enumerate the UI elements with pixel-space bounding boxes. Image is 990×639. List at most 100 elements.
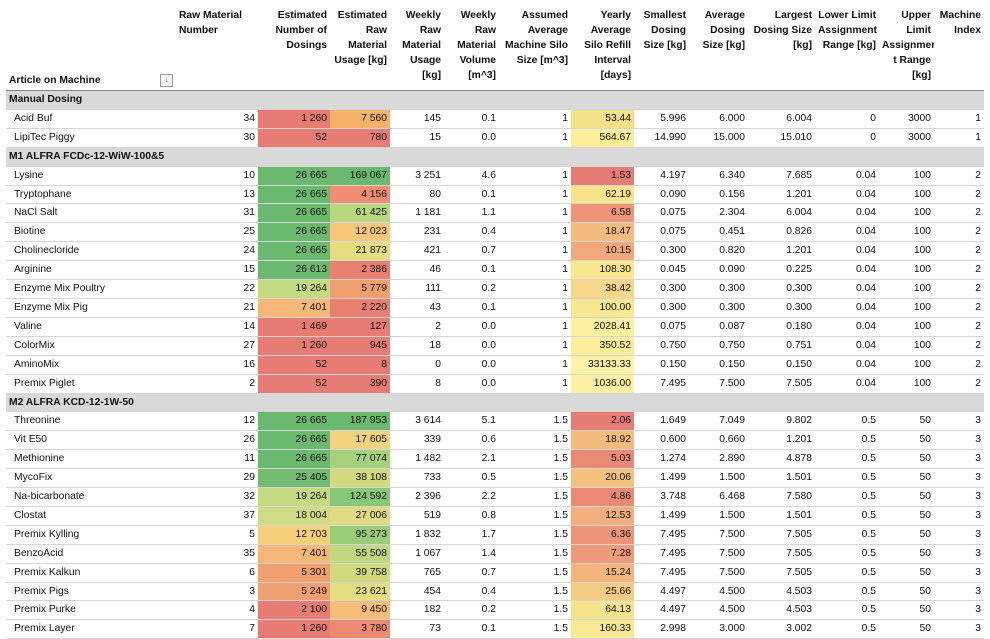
- estimated-dosings-cell[interactable]: 12 703: [258, 525, 330, 545]
- estimated-dosings-cell[interactable]: 26 665: [258, 241, 330, 262]
- refill-interval-cell[interactable]: 160.33: [571, 619, 634, 639]
- estimated-dosings-cell[interactable]: 7 401: [258, 298, 330, 318]
- refill-interval-cell[interactable]: 6.36: [571, 525, 634, 545]
- weekly-volume-cell[interactable]: 1.7: [444, 525, 499, 545]
- refill-interval-cell[interactable]: 15.24: [571, 563, 634, 583]
- average-dosing-cell[interactable]: 7.500: [689, 563, 748, 583]
- largest-dosing-cell[interactable]: 7.505: [748, 544, 815, 564]
- estimated-dosings-cell[interactable]: 26 665: [258, 203, 330, 224]
- silo-size-cell[interactable]: 1.5: [499, 487, 571, 507]
- average-dosing-cell[interactable]: 7.049: [689, 411, 748, 432]
- lower-limit-cell[interactable]: 0.5: [815, 468, 879, 489]
- weekly-usage-cell[interactable]: 1 067: [390, 544, 444, 564]
- estimated-dosings-cell[interactable]: 26 665: [258, 449, 330, 470]
- raw-material-number-cell[interactable]: 14: [176, 317, 258, 337]
- estimated-usage-cell[interactable]: 187 953: [330, 411, 390, 432]
- upper-limit-cell[interactable]: 50: [879, 449, 934, 470]
- silo-size-cell[interactable]: 1.5: [499, 600, 571, 621]
- smallest-dosing-cell[interactable]: 7.495: [634, 374, 689, 394]
- refill-interval-cell[interactable]: 6.58: [571, 203, 634, 224]
- estimated-usage-cell[interactable]: 9 450: [330, 600, 390, 621]
- estimated-dosings-cell[interactable]: 26 665: [258, 430, 330, 451]
- estimated-usage-cell[interactable]: 55 508: [330, 544, 390, 564]
- smallest-dosing-cell[interactable]: 0.090: [634, 185, 689, 205]
- machine-index-cell[interactable]: 2: [934, 317, 984, 337]
- refill-interval-cell[interactable]: 108.30: [571, 260, 634, 281]
- estimated-usage-cell[interactable]: 7 560: [330, 109, 390, 129]
- weekly-volume-cell[interactable]: 0.7: [444, 563, 499, 583]
- raw-material-number-cell[interactable]: 27: [176, 336, 258, 356]
- machine-index-cell[interactable]: 1: [934, 128, 984, 148]
- lower-limit-cell[interactable]: 0.5: [815, 525, 879, 545]
- estimated-usage-cell[interactable]: 23 621: [330, 582, 390, 602]
- estimated-usage-cell[interactable]: 5 779: [330, 279, 390, 299]
- largest-dosing-cell[interactable]: 4.503: [748, 582, 815, 602]
- machine-index-cell[interactable]: 2: [934, 355, 984, 375]
- smallest-dosing-cell[interactable]: 7.495: [634, 563, 689, 583]
- average-dosing-cell[interactable]: 0.750: [689, 336, 748, 356]
- weekly-volume-cell[interactable]: 0.4: [444, 222, 499, 243]
- estimated-dosings-cell[interactable]: 2 100: [258, 600, 330, 621]
- article-name-cell[interactable]: Premix Purke: [6, 600, 176, 621]
- upper-limit-cell[interactable]: 100: [879, 336, 934, 356]
- estimated-dosings-cell[interactable]: 52: [258, 128, 330, 148]
- average-dosing-cell[interactable]: 0.660: [689, 430, 748, 451]
- smallest-dosing-cell[interactable]: 1.274: [634, 449, 689, 470]
- machine-index-cell[interactable]: 3: [934, 600, 984, 621]
- estimated-usage-cell[interactable]: 8: [330, 355, 390, 375]
- average-dosing-cell[interactable]: 0.156: [689, 185, 748, 205]
- smallest-dosing-cell[interactable]: 7.495: [634, 525, 689, 545]
- weekly-usage-cell[interactable]: 519: [390, 506, 444, 526]
- article-name-cell[interactable]: Biotine: [6, 222, 176, 243]
- machine-index-cell[interactable]: 3: [934, 544, 984, 564]
- lower-limit-cell[interactable]: 0.5: [815, 544, 879, 564]
- upper-limit-cell[interactable]: 3000: [879, 109, 934, 129]
- weekly-usage-cell[interactable]: 46: [390, 260, 444, 281]
- weekly-usage-cell[interactable]: 182: [390, 600, 444, 621]
- raw-material-number-cell[interactable]: 30: [176, 128, 258, 148]
- estimated-usage-cell[interactable]: 945: [330, 336, 390, 356]
- average-dosing-cell[interactable]: 4.500: [689, 582, 748, 602]
- smallest-dosing-cell[interactable]: 4.497: [634, 582, 689, 602]
- largest-dosing-cell[interactable]: 1.201: [748, 241, 815, 262]
- estimated-dosings-cell[interactable]: 26 665: [258, 411, 330, 432]
- estimated-usage-cell[interactable]: 4 156: [330, 185, 390, 205]
- lower-limit-cell[interactable]: 0.5: [815, 411, 879, 432]
- raw-material-number-cell[interactable]: 13: [176, 185, 258, 205]
- estimated-usage-cell[interactable]: 61 425: [330, 203, 390, 224]
- raw-material-number-cell[interactable]: 26: [176, 430, 258, 451]
- raw-material-number-cell[interactable]: 4: [176, 600, 258, 621]
- estimated-dosings-cell[interactable]: 19 264: [258, 279, 330, 299]
- machine-index-cell[interactable]: 3: [934, 487, 984, 507]
- weekly-usage-cell[interactable]: 111: [390, 279, 444, 299]
- largest-dosing-cell[interactable]: 0.300: [748, 279, 815, 299]
- largest-dosing-cell[interactable]: 1.501: [748, 506, 815, 526]
- average-dosing-cell[interactable]: 15.000: [689, 128, 748, 148]
- largest-dosing-cell[interactable]: 0.826: [748, 222, 815, 243]
- weekly-volume-cell[interactable]: 4.6: [444, 166, 499, 186]
- weekly-volume-cell[interactable]: 1.4: [444, 544, 499, 564]
- article-name-cell[interactable]: ColorMix: [6, 336, 176, 356]
- estimated-usage-cell[interactable]: 780: [330, 128, 390, 148]
- smallest-dosing-cell[interactable]: 4.197: [634, 166, 689, 186]
- silo-size-cell[interactable]: 1: [499, 374, 571, 394]
- estimated-usage-cell[interactable]: 12 023: [330, 222, 390, 243]
- upper-limit-cell[interactable]: 50: [879, 411, 934, 432]
- lower-limit-cell[interactable]: 0.04: [815, 336, 879, 356]
- refill-interval-cell[interactable]: 20.06: [571, 468, 634, 489]
- upper-limit-cell[interactable]: 100: [879, 185, 934, 205]
- estimated-dosings-cell[interactable]: 5 301: [258, 563, 330, 583]
- raw-material-number-cell[interactable]: 29: [176, 468, 258, 489]
- largest-dosing-cell[interactable]: 4.503: [748, 600, 815, 621]
- average-dosing-cell[interactable]: 0.300: [689, 279, 748, 299]
- lower-limit-cell[interactable]: 0.5: [815, 582, 879, 602]
- weekly-usage-cell[interactable]: 0: [390, 355, 444, 375]
- estimated-dosings-cell[interactable]: 1 260: [258, 336, 330, 356]
- weekly-usage-cell[interactable]: 3 251: [390, 166, 444, 186]
- estimated-usage-cell[interactable]: 39 758: [330, 563, 390, 583]
- smallest-dosing-cell[interactable]: 0.075: [634, 222, 689, 243]
- machine-index-cell[interactable]: 3: [934, 525, 984, 545]
- raw-material-number-cell[interactable]: 21: [176, 298, 258, 318]
- refill-interval-cell[interactable]: 53.44: [571, 109, 634, 129]
- estimated-usage-cell[interactable]: 27 006: [330, 506, 390, 526]
